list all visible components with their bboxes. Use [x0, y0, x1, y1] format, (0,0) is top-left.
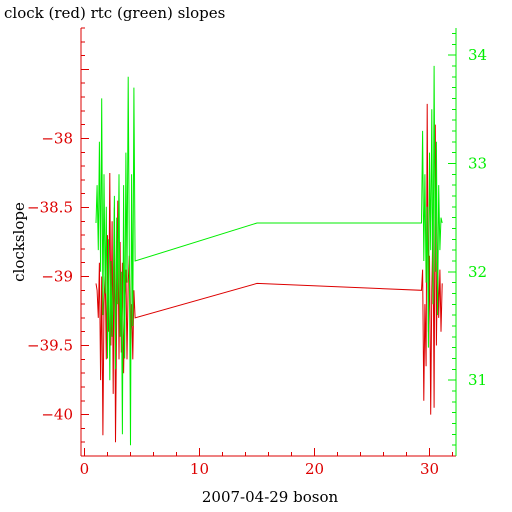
- y-left-tick-label: −38: [41, 129, 73, 147]
- series-line-rtc: [95, 65, 443, 446]
- x-tick-label: 20: [305, 460, 324, 478]
- y-right-tick-label: 31: [468, 371, 487, 389]
- x-axis-label: 2007-04-29 boson: [202, 488, 339, 506]
- y-right-tick-label: 33: [468, 154, 487, 172]
- y-axis-label: clockslope: [10, 202, 28, 282]
- x-tick-label: 10: [190, 460, 209, 478]
- x-tick-label: 30: [420, 460, 439, 478]
- series-line-clock: [95, 103, 443, 443]
- plot-area: 0 10 20 30 −38 −38.5 −39 −39.5 −40 31 32 33 34: [27, 27, 487, 478]
- y-left-tick-label: −40: [41, 406, 73, 424]
- y-right-tick-label: 34: [468, 46, 487, 64]
- x-tick-label: 0: [80, 460, 90, 478]
- chart-title: clock (red) rtc (green) slopes: [4, 4, 225, 22]
- y-left-tick-label: −39.5: [27, 337, 73, 355]
- y-left-tick-label: −39: [41, 268, 73, 286]
- y-left-tick-label: −38.5: [27, 198, 73, 216]
- y-right-tick-label: 32: [468, 263, 487, 281]
